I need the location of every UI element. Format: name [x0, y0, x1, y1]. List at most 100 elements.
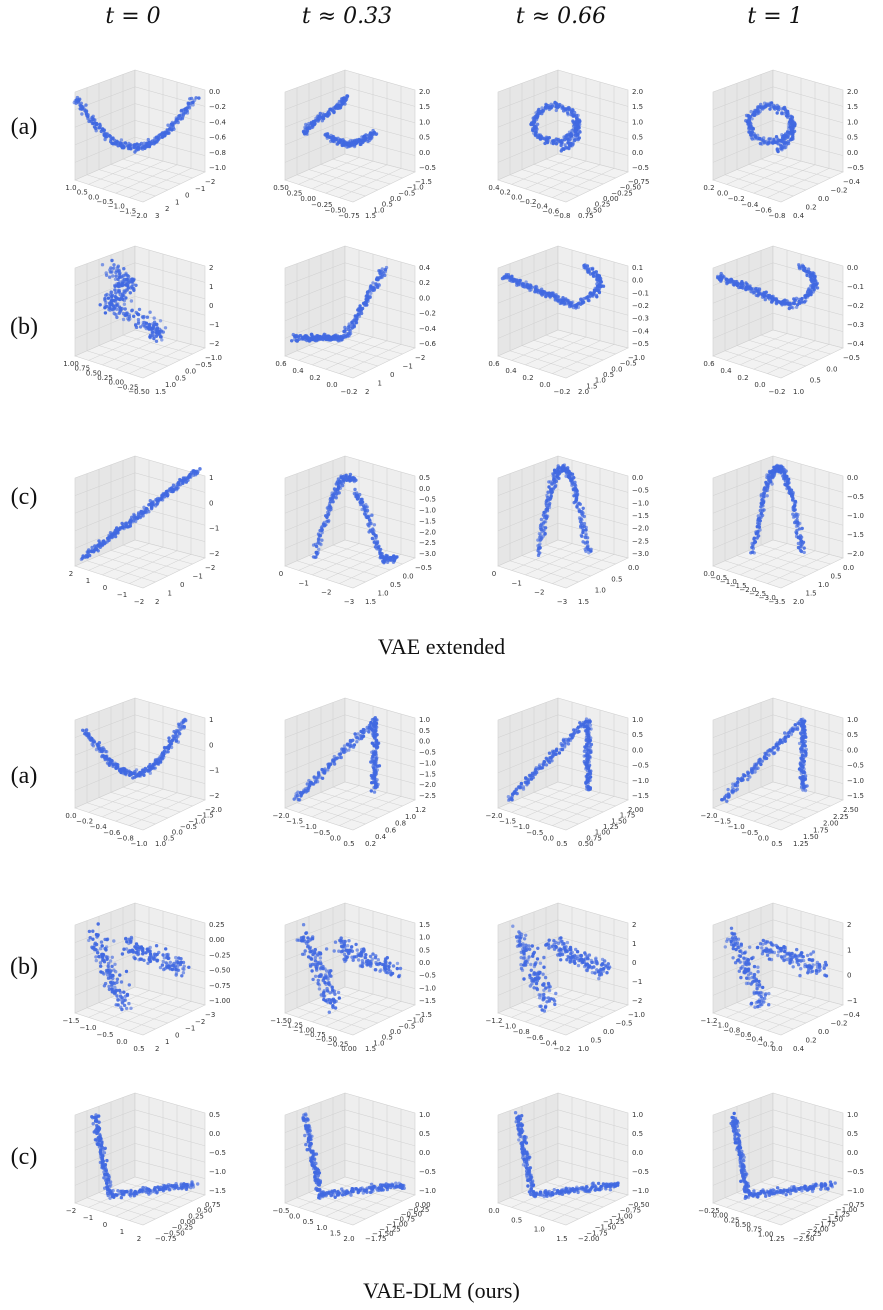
- scatter-point: [780, 139, 785, 144]
- y-tick-label: 1.2: [415, 806, 426, 814]
- grid-line: [557, 86, 629, 107]
- z-tick-label: −1.5: [632, 792, 649, 800]
- scatter-point: [338, 139, 342, 143]
- scatter-point: [155, 502, 159, 506]
- scatter-point: [764, 290, 768, 294]
- scatter-point: [143, 766, 148, 771]
- z-tick-label: 0.0: [847, 474, 858, 482]
- z-tick-label: −1.0: [419, 759, 436, 767]
- scatter-point: [166, 489, 170, 493]
- grid-line: [545, 158, 616, 179]
- scatter-point: [160, 496, 164, 500]
- scatter-point: [118, 271, 122, 275]
- scatter-point: [793, 723, 797, 727]
- z-tick-label: −2: [209, 792, 219, 800]
- scatter-point: [572, 138, 577, 143]
- row-label-b: (b): [10, 314, 38, 340]
- x-tick-label: 0.5: [343, 840, 354, 848]
- scatter-point: [327, 110, 331, 114]
- scatter-point: [778, 139, 782, 143]
- scatter-point: [84, 553, 89, 558]
- z-tick-label: 0.0: [632, 474, 643, 482]
- grid-line: [712, 279, 774, 304]
- scatter-point: [576, 137, 581, 141]
- x-tick-label: 2: [69, 570, 73, 578]
- z-tick-label: 0.5: [632, 134, 643, 142]
- scatter3d-panel: 0.0 −0.5 −1.0 −1.5 −2.0 −2.5 −3.0 0 −1 −2 −3 0.0 0.5…: [478, 448, 663, 613]
- scatter-point: [332, 762, 337, 766]
- scatter-point: [152, 766, 156, 770]
- y-tick-label: −0.25: [611, 189, 632, 197]
- scatter-point: [791, 727, 795, 732]
- scatter-point: [582, 754, 586, 758]
- scatter-point: [304, 122, 308, 127]
- scatter-point: [392, 554, 396, 559]
- scatter-point: [352, 144, 357, 149]
- scatter3d-panel: 0.0 −0.2 −0.4 −0.6 −0.8 −1.0 1.0 0.5 0.0 −0.5 −1.0…: [55, 62, 240, 227]
- scatter-point: [597, 282, 601, 287]
- scatter-point: [744, 119, 748, 123]
- scatter-point: [176, 740, 180, 744]
- scatter-point: [375, 547, 379, 551]
- scatter-point: [787, 477, 791, 481]
- scatter-point: [567, 108, 572, 112]
- grid-line: [344, 506, 416, 526]
- x-tick-label: −0.5: [526, 829, 543, 837]
- grid-line: [98, 555, 168, 577]
- scatter-point: [801, 770, 805, 774]
- z-tick-label: 1.0: [419, 118, 430, 126]
- scatter-point: [126, 281, 130, 285]
- scatter-point: [550, 104, 554, 108]
- floor-pane: [497, 781, 629, 831]
- scatter-point: [800, 733, 804, 737]
- scatter-point: [374, 542, 378, 546]
- scatter-point: [588, 720, 592, 724]
- z-tick-label: 0.0: [419, 294, 430, 302]
- scatter3d-panel: 1.0 0.5 0.0 −0.5 −1.0 −1.5 −2.0 −1.5 −1.0 −0.5 0.0…: [693, 690, 878, 855]
- grid-line: [760, 158, 831, 179]
- scatter3d-panel: 0.25 0.00 −0.25 −0.50 −0.75 −1.00 −1.5 −1.0 −0.5…: [55, 895, 240, 1060]
- y-tick-label: −2: [205, 564, 215, 572]
- scatter-point: [336, 489, 340, 493]
- y-tick-label: 0.0: [818, 195, 829, 203]
- scatter-point: [167, 736, 171, 740]
- grid-line: [509, 560, 579, 583]
- scatter-point: [536, 112, 540, 117]
- y-tick-label: 1.75: [813, 826, 829, 834]
- scatter-point: [726, 787, 730, 792]
- x-tick-label: −0.2: [728, 195, 745, 203]
- scatter-point: [549, 487, 553, 492]
- scatter3d-plot: 2.01.51.00.50.0−0.50.40.20.0−0.2−0.4−0.6…: [488, 69, 649, 220]
- grid-line: [344, 472, 416, 493]
- y-tick-label: 1.0: [155, 840, 166, 848]
- scatter-point: [537, 551, 541, 556]
- scatter-point: [566, 113, 570, 117]
- grid-line: [552, 796, 615, 826]
- scatter-point: [587, 738, 592, 743]
- scatter-point: [342, 96, 346, 100]
- scatter-point: [142, 314, 146, 319]
- scatter-point: [742, 774, 747, 778]
- scatter-point: [538, 763, 542, 767]
- scatter-point: [384, 265, 389, 270]
- scatter-point: [94, 942, 99, 947]
- y-tick-label: 1.5: [578, 598, 589, 606]
- grid-line: [497, 714, 559, 738]
- y-tick-label: −0.5: [180, 823, 197, 831]
- z-tick-label: −0.2: [209, 103, 226, 111]
- scatter3d-plot: 0.0−0.2−0.4−0.6−0.8−1.01.00.50.0−0.5−1.0…: [65, 69, 227, 220]
- scatter-point: [132, 145, 137, 150]
- grid-line: [525, 546, 587, 576]
- scatter-point: [326, 520, 331, 524]
- grid-line: [772, 764, 844, 784]
- scatter-point: [765, 494, 769, 498]
- scatter-point: [547, 485, 551, 489]
- grid-line: [511, 543, 573, 571]
- grid-line: [344, 279, 416, 300]
- scatter-point: [746, 777, 750, 782]
- scatter-point: [802, 546, 806, 550]
- z-tick-label: −0.4: [847, 340, 865, 348]
- x-tick-label: 0.6: [275, 360, 287, 368]
- scatter-point: [316, 532, 321, 536]
- grid-line: [497, 279, 559, 304]
